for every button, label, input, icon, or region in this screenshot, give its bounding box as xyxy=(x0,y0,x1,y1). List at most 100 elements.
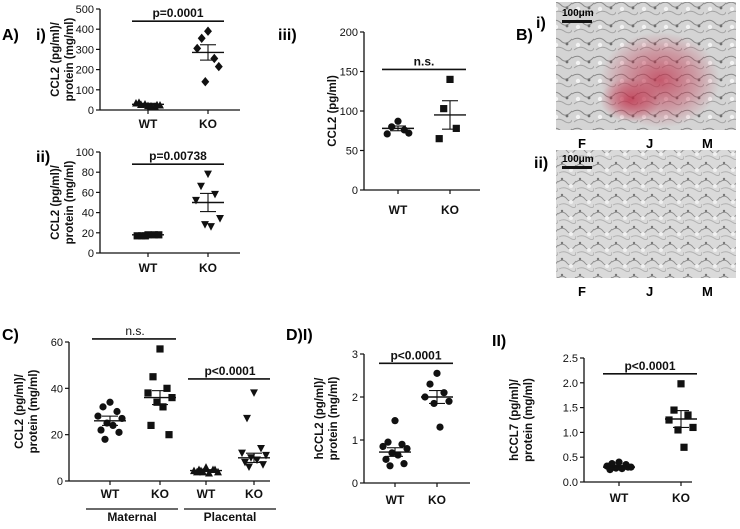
c-data-point xyxy=(147,421,155,429)
panel-label-A: A) xyxy=(2,27,19,44)
c-data-point xyxy=(113,407,121,416)
micrograph-ii-zone-F: F xyxy=(578,284,586,299)
c-category-label: WT xyxy=(197,487,216,501)
micrograph-ii-image xyxy=(556,150,736,278)
di-y-tick-label: 0 xyxy=(352,478,358,490)
dii-category-label: WT xyxy=(610,491,629,505)
ai-y-tick-label: 400 xyxy=(76,24,94,36)
ai-data-point xyxy=(193,43,202,54)
di-data-point xyxy=(386,462,394,470)
dii-data-point xyxy=(665,416,673,424)
ai-category-label: KO xyxy=(199,117,217,131)
c-y-tick-label: 40 xyxy=(51,383,63,395)
ai-category-label: WT xyxy=(139,117,158,131)
ai-y-axis-label: CCL2 (pg/ml)/ xyxy=(50,21,62,97)
c-data-point xyxy=(262,451,270,460)
micrograph-i-scale-bar xyxy=(562,20,592,23)
c-data-point xyxy=(94,412,102,420)
dii-y-tick-label: 0.5 xyxy=(563,452,578,464)
c-y-tick-label: 60 xyxy=(51,337,63,349)
dii-y-tick-label: 1.0 xyxy=(563,427,578,439)
panel-label-Bii: ii) xyxy=(534,155,548,172)
aii-p-value: p=0.00738 xyxy=(149,149,207,163)
ai-data-point xyxy=(214,61,223,72)
micrograph-i: 100μm F J M xyxy=(556,2,736,151)
ai-data-point xyxy=(204,26,212,36)
panel-label-Aii: ii) xyxy=(36,149,50,166)
dii-y-axis-label: protein (mg/ml) xyxy=(523,378,535,462)
di-data-point xyxy=(384,438,392,446)
c-data-point xyxy=(115,428,123,436)
di-data-point xyxy=(403,445,411,453)
c-data-point xyxy=(245,463,253,472)
ai-y-tick-label: 100 xyxy=(76,85,94,97)
micrograph-ii-zone-J: J xyxy=(646,284,653,299)
micrograph-ii-scale-label: 100μm xyxy=(562,154,594,165)
aiii-y-tick-label: 100 xyxy=(340,106,358,118)
c-data-point xyxy=(205,468,213,477)
di-data-point xyxy=(382,455,390,463)
micrograph-i-zone-J: J xyxy=(646,136,653,151)
aii-y-axis-label: protein (mg/ml) xyxy=(64,160,76,244)
dii-data-point xyxy=(677,380,685,388)
aii-y-tick-label: 80 xyxy=(82,167,94,179)
dii-y-tick-label: 1.5 xyxy=(563,403,578,415)
di-y-axis-label: protein (mg/ml) xyxy=(328,376,340,460)
c-p-value: p<0.0001 xyxy=(204,364,255,378)
c-y-tick-label: 20 xyxy=(51,430,63,442)
c-p-value: n.s. xyxy=(125,324,144,338)
c-y-axis-label: CCL2 (pg/ml)/ xyxy=(14,373,26,449)
micrograph-ii: 100μm F J M xyxy=(556,150,736,299)
aiii-data-point xyxy=(405,129,413,137)
aii-data-point xyxy=(204,170,212,179)
di-data-point xyxy=(436,423,444,431)
di-category-label: KO xyxy=(428,493,446,507)
micrograph-i-zone-M: M xyxy=(702,136,713,151)
dii-data-point xyxy=(680,443,688,451)
c-data-point xyxy=(106,398,114,406)
c-group-label: Placental xyxy=(204,510,257,524)
panel-label-Ai: i) xyxy=(36,27,46,44)
c-data-point xyxy=(144,389,152,397)
dii-y-axis-label: hCCL7 (pg/ml)/ xyxy=(509,378,521,461)
aii-data-point xyxy=(207,223,215,231)
di-data-point xyxy=(388,449,396,457)
micrograph-i-scale-label: 100μm xyxy=(562,8,594,19)
ai-y-tick-label: 0 xyxy=(88,105,94,117)
c-data-point xyxy=(156,345,164,353)
aiii-y-tick-label: 50 xyxy=(346,146,358,158)
aii-y-tick-label: 20 xyxy=(82,228,94,240)
panel-label-DII: II) xyxy=(492,333,506,350)
dii-y-tick-label: 0.0 xyxy=(563,477,578,489)
aii-y-tick-label: 100 xyxy=(76,147,94,159)
aiii-data-point xyxy=(440,105,448,113)
c-data-point xyxy=(97,426,105,434)
panel-label-C: C) xyxy=(2,327,19,344)
dii-data-point xyxy=(689,423,697,432)
di-y-axis-label: hCCL2 (pg/ml)/ xyxy=(314,377,326,460)
ai-y-tick-label: 300 xyxy=(76,44,94,56)
aiii-y-tick-label: 150 xyxy=(340,67,358,79)
c-category-label: KO xyxy=(151,487,169,501)
c-data-point xyxy=(257,444,265,453)
aii-category-label: WT xyxy=(139,261,158,275)
c-data-point xyxy=(250,389,258,397)
c-data-point xyxy=(241,458,249,467)
ai-y-axis-label: protein (mg/ml) xyxy=(64,17,76,101)
di-data-point xyxy=(433,369,441,377)
aiii-p-value: n.s. xyxy=(414,54,435,68)
c-data-point xyxy=(99,403,107,411)
aiii-data-point xyxy=(383,130,391,138)
ai-data-point xyxy=(210,53,219,64)
dii-y-tick-label: 2.5 xyxy=(563,353,578,365)
aii-data-point xyxy=(197,182,205,191)
c-category-label: WT xyxy=(101,487,120,501)
di-data-point xyxy=(391,417,399,425)
c-category-label: KO xyxy=(245,487,263,501)
di-y-tick-label: 1 xyxy=(352,435,358,447)
aiii-data-point xyxy=(446,75,454,83)
ai-y-tick-label: 200 xyxy=(76,65,94,77)
dii-p-value: p<0.0001 xyxy=(624,359,675,373)
